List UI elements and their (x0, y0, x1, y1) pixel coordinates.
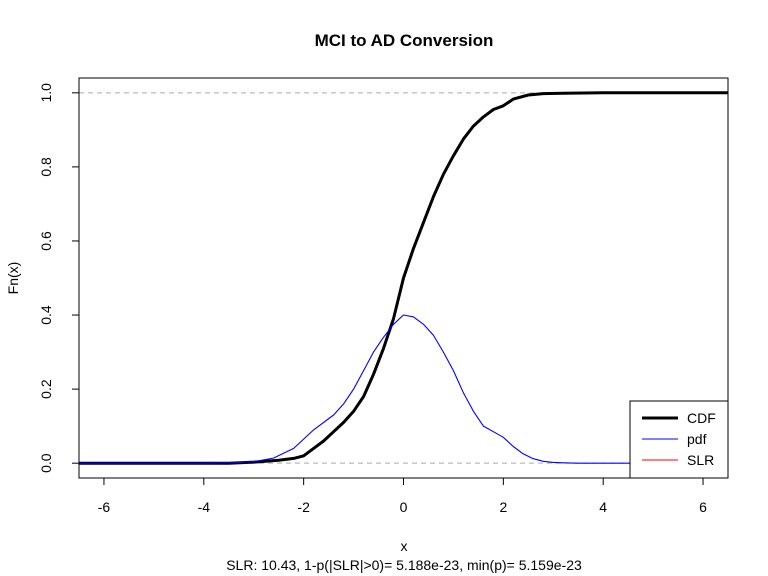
x-tick-label: -6 (98, 499, 111, 515)
series-line-cdf (79, 91, 728, 465)
series-layer (79, 91, 728, 465)
y-tick-label: 0.2 (38, 379, 54, 399)
x-tick-label: -4 (198, 499, 211, 515)
chart-subtitle: SLR: 10.43, 1-p(|SLR|>0)= 5.188e-23, min… (226, 557, 582, 573)
y-tick-label: 1.0 (38, 83, 54, 103)
x-axis-label: x (401, 538, 408, 554)
y-tick-label: 0.6 (38, 231, 54, 251)
y-axis-label: Fn(x) (5, 262, 21, 295)
y-tick-label: 0.8 (38, 157, 54, 177)
legend: CDF pdf SLR (629, 400, 729, 479)
legend-label-cdf: CDF (687, 410, 716, 426)
y-tick-label: 0.0 (38, 453, 54, 473)
legend-label-pdf: pdf (687, 431, 707, 447)
y-tick-label: 0.4 (38, 305, 54, 325)
x-tick-label: 6 (699, 499, 707, 515)
chart-title: MCI to AD Conversion (315, 31, 494, 50)
x-tick-label: 0 (400, 499, 408, 515)
y-axis: 0.0 0.2 0.4 0.6 0.8 1.0 (38, 83, 80, 473)
legend-label-slr: SLR (687, 452, 714, 468)
series-line-pdf (79, 314, 728, 464)
x-tick-label: 4 (599, 499, 607, 515)
x-axis: -6 -4 -2 0 2 4 6 (98, 477, 707, 515)
x-tick-label: 2 (499, 499, 507, 515)
x-tick-label: -2 (297, 499, 310, 515)
